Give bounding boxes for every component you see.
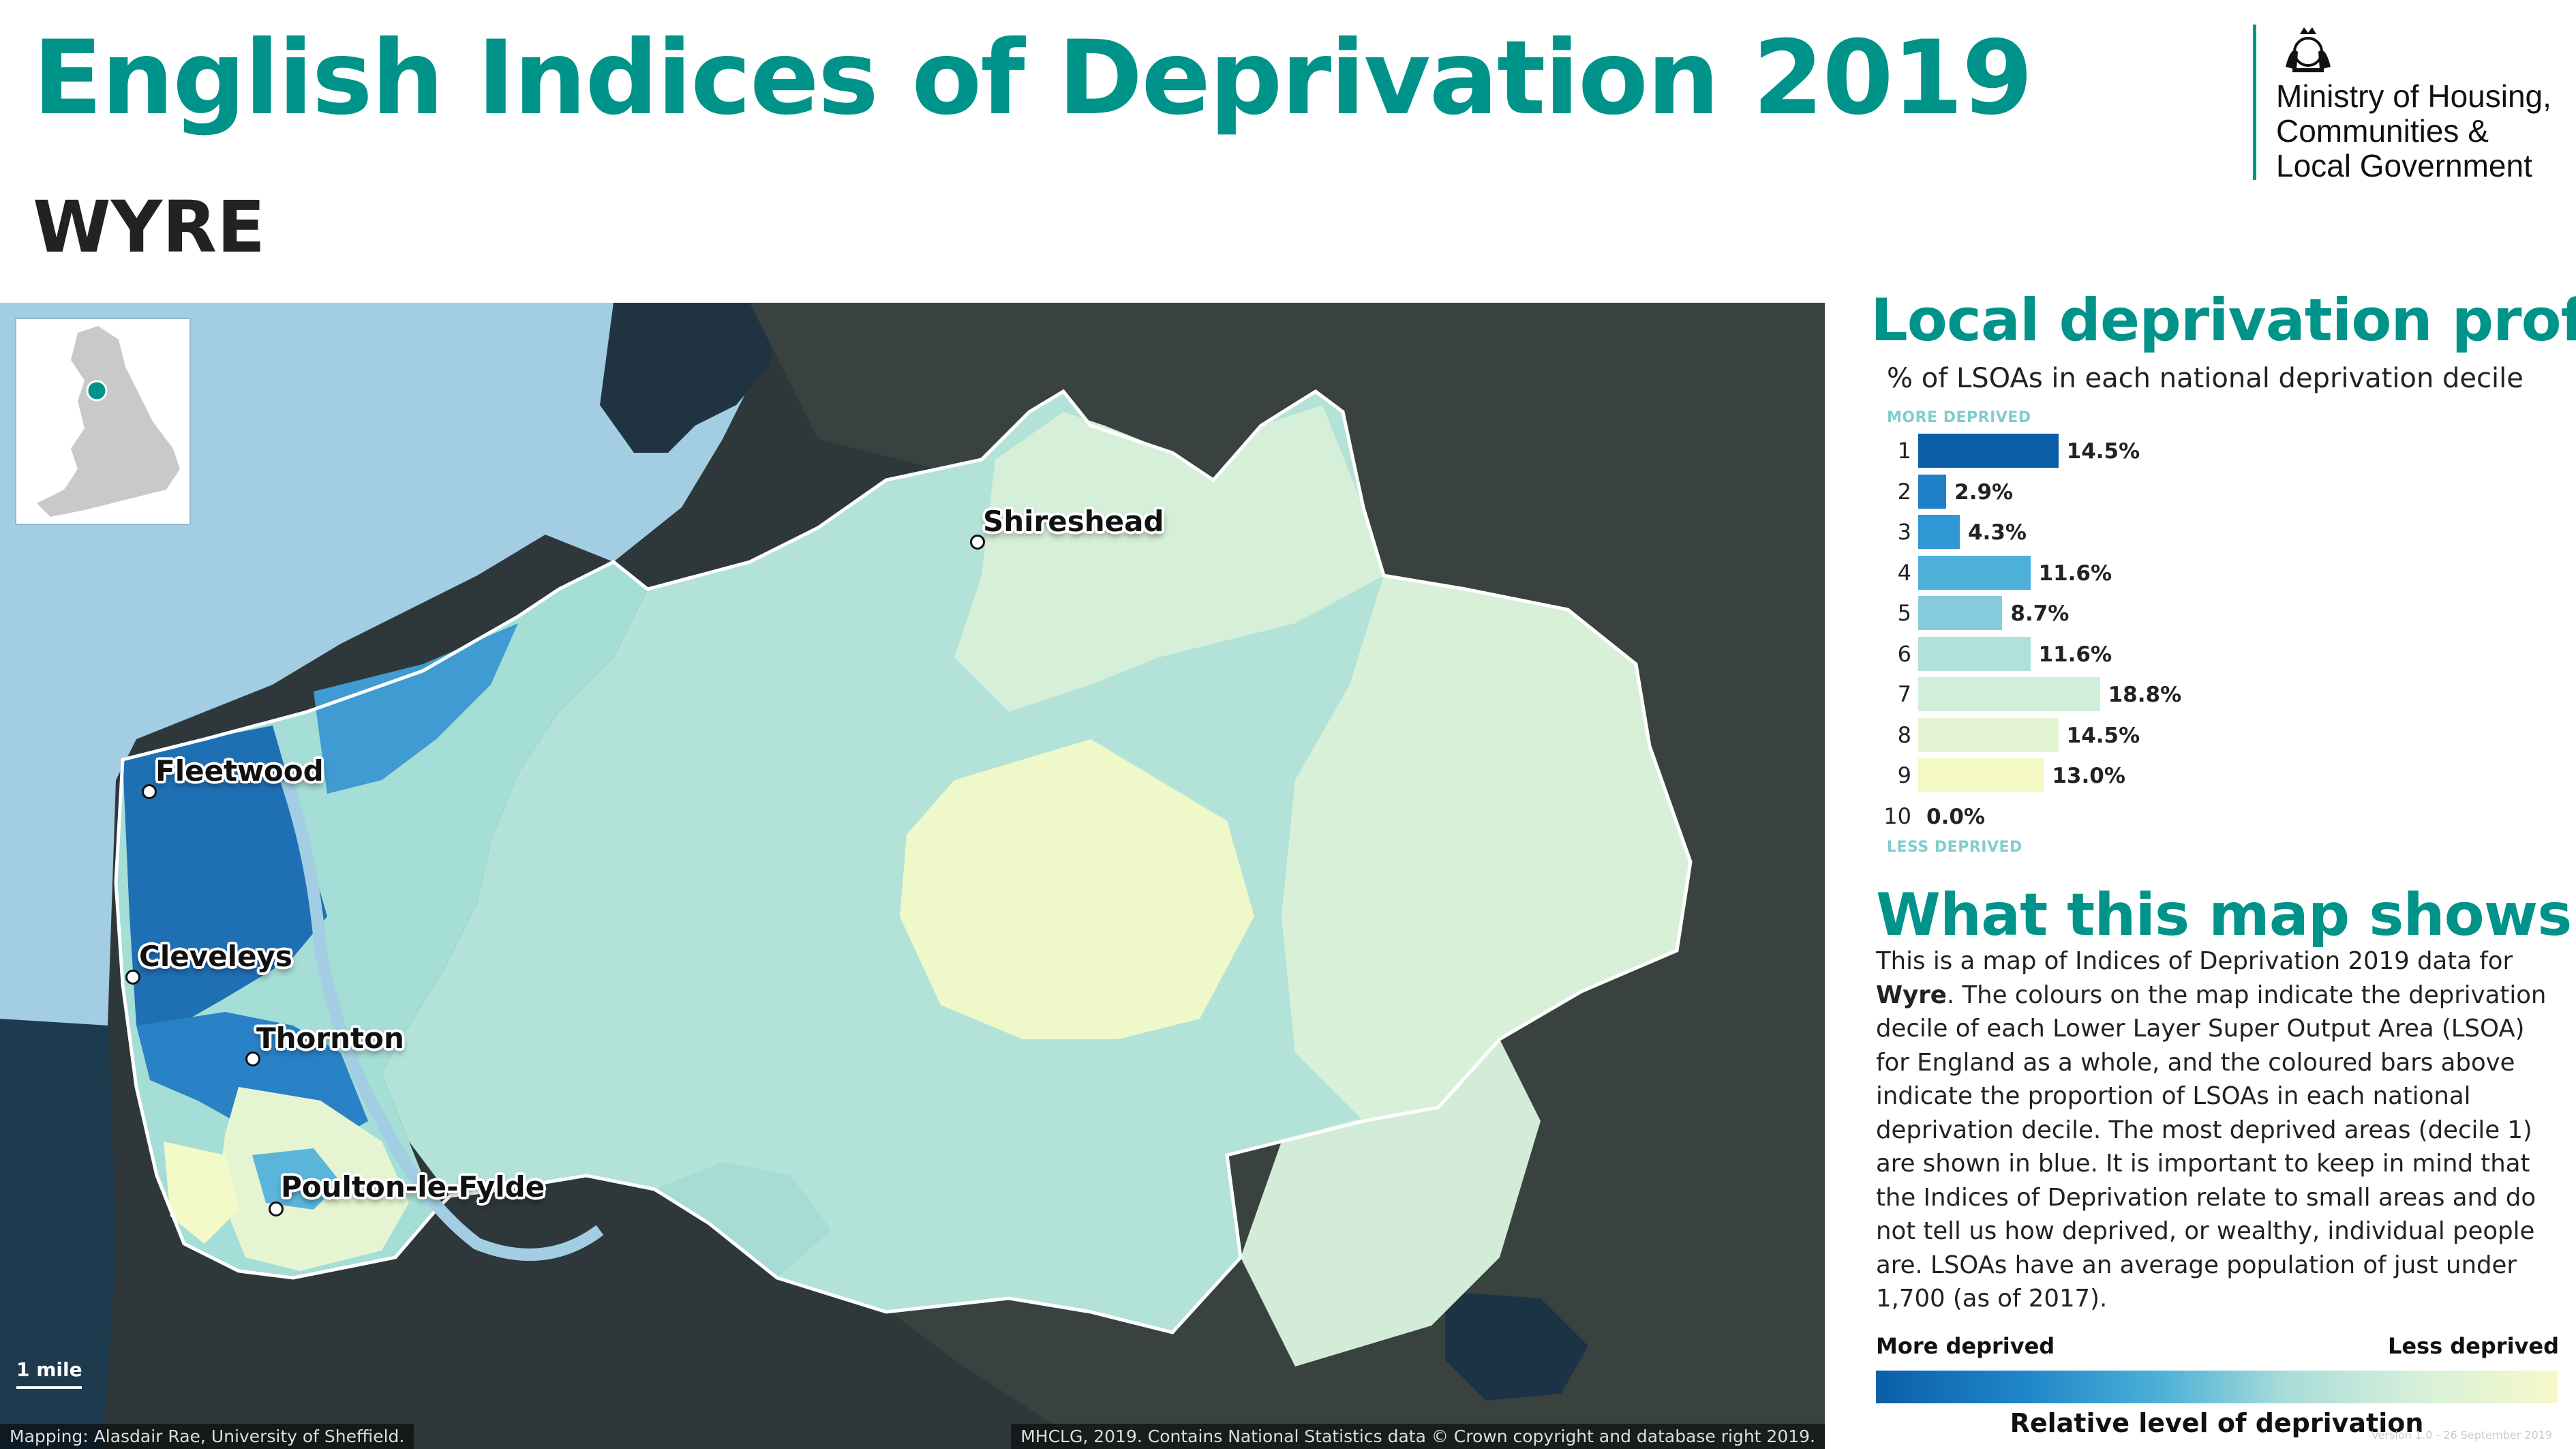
decile-value-label: 8.7% bbox=[2010, 601, 2070, 626]
decile-value-label: 4.3% bbox=[1967, 520, 2027, 545]
decile-row: 4 11.6% bbox=[1870, 555, 2484, 591]
logo-line-1: Ministry of Housing, bbox=[2276, 78, 2551, 114]
desc-part-1: This is a map of Indices of Deprivation … bbox=[1876, 947, 2513, 975]
place-label-poulton-le-fylde: Poulton-le-Fylde bbox=[281, 1170, 545, 1204]
decile-row: 8 14.5% bbox=[1870, 717, 2484, 753]
place-dot bbox=[125, 970, 140, 985]
side-panel: Local deprivation profile % of LSOAs in … bbox=[1870, 286, 2576, 1446]
place-label-thornton: Thornton bbox=[256, 1021, 404, 1055]
location-marker-icon bbox=[86, 380, 108, 402]
decile-row: 2 2.9% bbox=[1870, 474, 2484, 510]
scale-line bbox=[16, 1386, 82, 1389]
legend-gradient bbox=[1876, 1371, 2558, 1403]
decile-value-label: 18.8% bbox=[2108, 683, 2182, 707]
decile-row: 1 14.5% bbox=[1870, 434, 2484, 469]
area-name: WYRE bbox=[33, 185, 266, 269]
map-shows-text: This is a map of Indices of Deprivation … bbox=[1876, 944, 2558, 1316]
logo-text: Ministry of Housing, Communities & Local… bbox=[2276, 79, 2551, 183]
profile-heading: Local deprivation profile bbox=[1870, 286, 2576, 355]
royal-crest-icon bbox=[2286, 27, 2331, 72]
decile-bar bbox=[1918, 758, 2044, 792]
sea-area bbox=[0, 303, 784, 1449]
more-deprived-tag: MORE DEPRIVED bbox=[1887, 409, 2031, 426]
decile-bar bbox=[1918, 636, 2031, 671]
decile-row: 5 8.7% bbox=[1870, 596, 2484, 631]
decile-value-label: 11.6% bbox=[2038, 561, 2112, 586]
decile-row: 9 13.0% bbox=[1870, 758, 2484, 794]
place-dot bbox=[142, 784, 157, 799]
place-dot bbox=[970, 535, 985, 550]
mapping-credit: Mapping: Alasdair Rae, University of She… bbox=[0, 1424, 414, 1449]
version-note: Version 1.0 - 26 September 2019 bbox=[2372, 1429, 2552, 1441]
decile-label: 5 bbox=[1897, 600, 1911, 626]
place-label-fleetwood: Fleetwood bbox=[155, 754, 324, 788]
less-deprived-tag: LESS DEPRIVED bbox=[1887, 839, 2022, 856]
decile-label: 9 bbox=[1897, 762, 1911, 788]
england-inset-map bbox=[16, 319, 190, 524]
decile-value-label: 2.9% bbox=[1954, 479, 2014, 505]
england-outline-icon bbox=[37, 326, 180, 517]
logo-line-2: Communities & bbox=[2276, 113, 2489, 149]
decile-value-label: 14.5% bbox=[2066, 723, 2140, 748]
map-canvas bbox=[0, 303, 1825, 1449]
decile-bar bbox=[1918, 677, 2100, 711]
desc-part-2: . The colours on the map indicate the de… bbox=[1876, 981, 2547, 1313]
decile-label: 1 bbox=[1897, 438, 1911, 464]
data-credit: MHCLG, 2019. Contains National Statistic… bbox=[1011, 1424, 1825, 1449]
decile-label: 8 bbox=[1897, 721, 1911, 748]
map-shows-heading: What this map shows bbox=[1876, 881, 2572, 949]
fleetwood-area bbox=[123, 726, 327, 1026]
central-less-deprived bbox=[900, 739, 1254, 1039]
profile-subheading: % of LSOAs in each national deprivation … bbox=[1887, 363, 2524, 394]
decile-bar bbox=[1918, 717, 2059, 752]
decile-bar bbox=[1918, 434, 2059, 468]
decile-value-label: 0.0% bbox=[1926, 804, 1985, 829]
decile-row: 6 11.6% bbox=[1870, 636, 2484, 672]
decile-row: 7 18.8% bbox=[1870, 677, 2484, 713]
logo-line-3: Local Government bbox=[2276, 148, 2532, 183]
mhclg-logo: Ministry of Housing, Communities & Local… bbox=[2253, 25, 2566, 185]
decile-row: 10 0.0% bbox=[1870, 799, 2484, 835]
place-label-shireshead: Shireshead bbox=[983, 505, 1164, 538]
decile-value-label: 11.6% bbox=[2038, 642, 2112, 667]
decile-label: 2 bbox=[1897, 478, 1911, 505]
legend-less-deprived: Less deprived bbox=[2387, 1333, 2559, 1359]
decile-label: 4 bbox=[1897, 559, 1911, 586]
scale-bar: 1 mile bbox=[16, 1358, 85, 1389]
decile-bar bbox=[1918, 596, 2003, 630]
north-west-area bbox=[314, 623, 518, 794]
decile-bar bbox=[1918, 515, 1960, 549]
desc-area-name: Wyre bbox=[1876, 981, 1947, 1009]
place-dot bbox=[269, 1201, 284, 1216]
decile-bar bbox=[1918, 474, 1947, 509]
page-title: English Indices of Deprivation 2019 bbox=[33, 19, 2033, 138]
decile-label: 3 bbox=[1897, 519, 1911, 545]
legend-more-deprived: More deprived bbox=[1876, 1333, 2055, 1359]
deprivation-map[interactable]: Shireshead Fleetwood Cleveleys Thornton … bbox=[0, 303, 1825, 1449]
decile-bar bbox=[1918, 555, 2031, 590]
place-dot bbox=[245, 1051, 260, 1066]
decile-label: 7 bbox=[1897, 681, 1911, 707]
logo-divider bbox=[2253, 25, 2256, 180]
scale-label: 1 mile bbox=[16, 1358, 82, 1381]
decile-value-label: 14.5% bbox=[2066, 439, 2140, 464]
legend-caption: Relative level of deprivation bbox=[2010, 1408, 2424, 1438]
decile-label: 10 bbox=[1883, 803, 1911, 829]
place-label-cleveleys: Cleveleys bbox=[139, 940, 292, 973]
decile-row: 3 4.3% bbox=[1870, 515, 2484, 550]
decile-label: 6 bbox=[1897, 640, 1911, 667]
shireshead-area bbox=[954, 405, 1384, 712]
river-wyre bbox=[280, 778, 604, 1261]
decile-value-label: 13.0% bbox=[2052, 764, 2125, 788]
